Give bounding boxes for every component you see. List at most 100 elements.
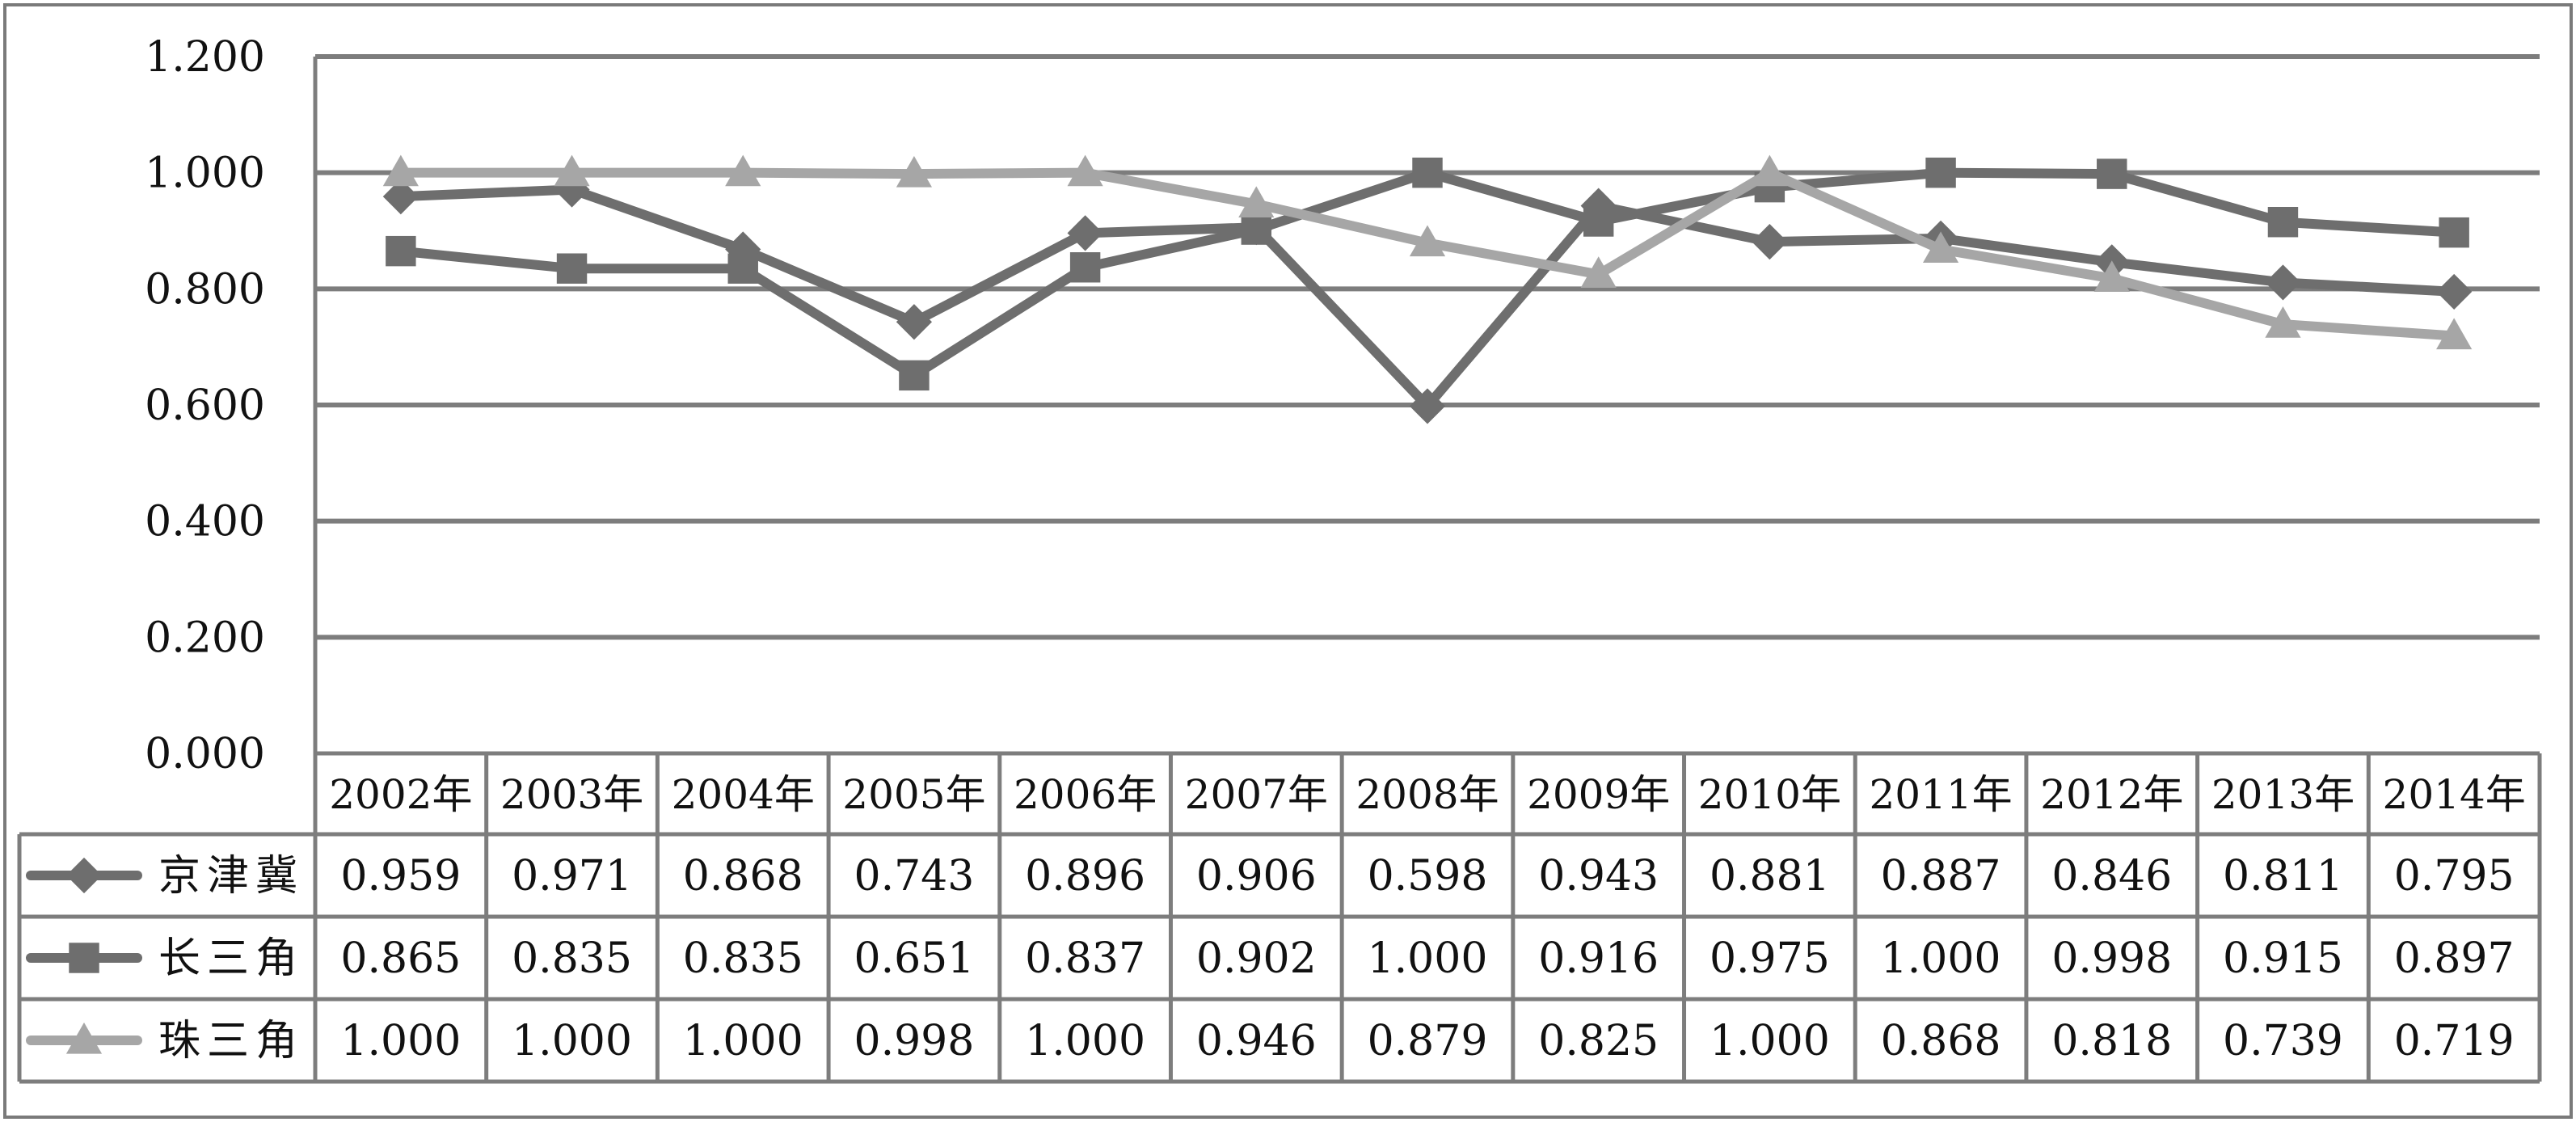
data-point: [2439, 217, 2469, 248]
data-point: [2436, 273, 2473, 310]
data-label: 1.000: [1710, 1017, 1830, 1065]
y-tick-label: 1.200: [145, 33, 265, 82]
data-label: 0.998: [854, 1017, 974, 1065]
x-tick-label: 2005年: [842, 771, 985, 818]
y-tick-label: 0.000: [145, 730, 265, 778]
data-label: 0.719: [2394, 1017, 2515, 1065]
x-tick-label: 2009年: [1527, 771, 1670, 818]
data-label: 0.959: [340, 852, 461, 901]
data-point: [1409, 225, 1446, 257]
legend-key-marker: [69, 943, 99, 973]
data-point: [1238, 186, 1275, 218]
data-point: [2093, 260, 2130, 292]
data-point: [2265, 264, 2301, 301]
legend-key-marker: [65, 1022, 103, 1054]
x-tick-label: 2012年: [2040, 771, 2183, 818]
data-point: [1409, 388, 1446, 424]
data-point: [727, 253, 758, 284]
data-point: [1241, 214, 1272, 245]
data-point: [382, 179, 419, 215]
data-label: 0.837: [1025, 934, 1145, 983]
chart-frame: [3, 3, 2573, 1119]
data-label: 0.743: [854, 852, 974, 901]
data-point: [725, 154, 761, 187]
data-label: 0.795: [2394, 852, 2515, 901]
data-label: 0.651: [854, 934, 974, 983]
data-point: [2265, 306, 2301, 338]
data-label: 0.943: [1538, 852, 1659, 901]
legend-label: 京津冀: [158, 852, 304, 901]
data-point: [899, 360, 930, 391]
data-point: [1412, 157, 1443, 188]
data-label: 1.000: [1368, 934, 1488, 983]
data-label: 0.906: [1196, 852, 1317, 901]
data-point: [2267, 207, 2299, 238]
x-tick-label: 2007年: [1185, 771, 1328, 818]
data-label: 0.971: [512, 852, 632, 901]
data-point: [2436, 318, 2473, 350]
data-point: [382, 154, 419, 187]
data-label: 0.946: [1196, 1017, 1317, 1065]
series-line: [400, 167, 2455, 381]
data-label: 0.916: [1538, 934, 1659, 983]
data-label: 0.825: [1538, 1017, 1659, 1065]
data-label: 1.000: [1881, 934, 2001, 983]
data-point: [1580, 256, 1617, 288]
data-label: 0.835: [683, 934, 803, 983]
data-label: 1.000: [340, 1017, 461, 1065]
data-label: 0.896: [1025, 852, 1145, 901]
x-tick-label: 2013年: [2211, 771, 2355, 818]
data-point: [1922, 231, 1959, 264]
data-label: 0.887: [1881, 852, 2001, 901]
legend-key-marker: [65, 857, 103, 894]
data-label: 0.915: [2223, 934, 2343, 983]
x-tick-label: 2010年: [1698, 771, 1841, 818]
data-label: 0.818: [2051, 1017, 2172, 1065]
data-point: [1067, 215, 1103, 251]
data-label: 0.902: [1196, 934, 1317, 983]
data-point: [725, 231, 761, 268]
data-label: 0.846: [2051, 852, 2172, 901]
x-tick-label: 2011年: [1869, 771, 2012, 818]
data-point: [554, 154, 590, 187]
data-label: 0.835: [512, 934, 632, 983]
data-point: [1752, 154, 1788, 187]
y-tick-label: 0.200: [145, 614, 265, 662]
data-label: 0.998: [2051, 934, 2172, 983]
data-label: 0.879: [1368, 1017, 1488, 1065]
data-label: 0.739: [2223, 1017, 2343, 1065]
data-label: 1.000: [1025, 1017, 1145, 1065]
data-point: [1583, 206, 1614, 237]
legend-label: 珠三角: [158, 1017, 304, 1065]
x-tick-label: 2004年: [672, 771, 815, 818]
legend-label: 长三角: [158, 934, 304, 983]
data-label: 0.868: [1881, 1017, 2001, 1065]
data-label: 0.598: [1368, 852, 1488, 901]
data-point: [1069, 252, 1101, 283]
data-label: 1.000: [683, 1017, 803, 1065]
data-point: [556, 253, 588, 284]
data-point: [1752, 224, 1788, 260]
x-tick-label: 2002年: [329, 771, 472, 818]
x-tick-label: 2008年: [1355, 771, 1499, 818]
x-tick-label: 2006年: [1014, 771, 1157, 818]
data-point: [896, 156, 933, 188]
x-tick-label: 2003年: [500, 771, 643, 818]
data-point: [1925, 157, 1956, 188]
data-label: 0.881: [1710, 852, 1830, 901]
data-label: 0.897: [2394, 934, 2515, 983]
y-tick-label: 1.000: [145, 150, 265, 198]
y-tick-label: 0.400: [145, 498, 265, 546]
data-point: [1067, 154, 1103, 187]
data-point: [386, 235, 416, 267]
y-tick-label: 0.800: [145, 265, 265, 314]
data-point: [896, 304, 933, 340]
data-label: 0.811: [2223, 852, 2343, 901]
data-label: 0.975: [1710, 934, 1830, 983]
x-tick-label: 2014年: [2383, 771, 2526, 818]
data-label: 0.865: [340, 934, 461, 983]
data-point: [2097, 158, 2127, 189]
series-line: [400, 184, 2455, 411]
